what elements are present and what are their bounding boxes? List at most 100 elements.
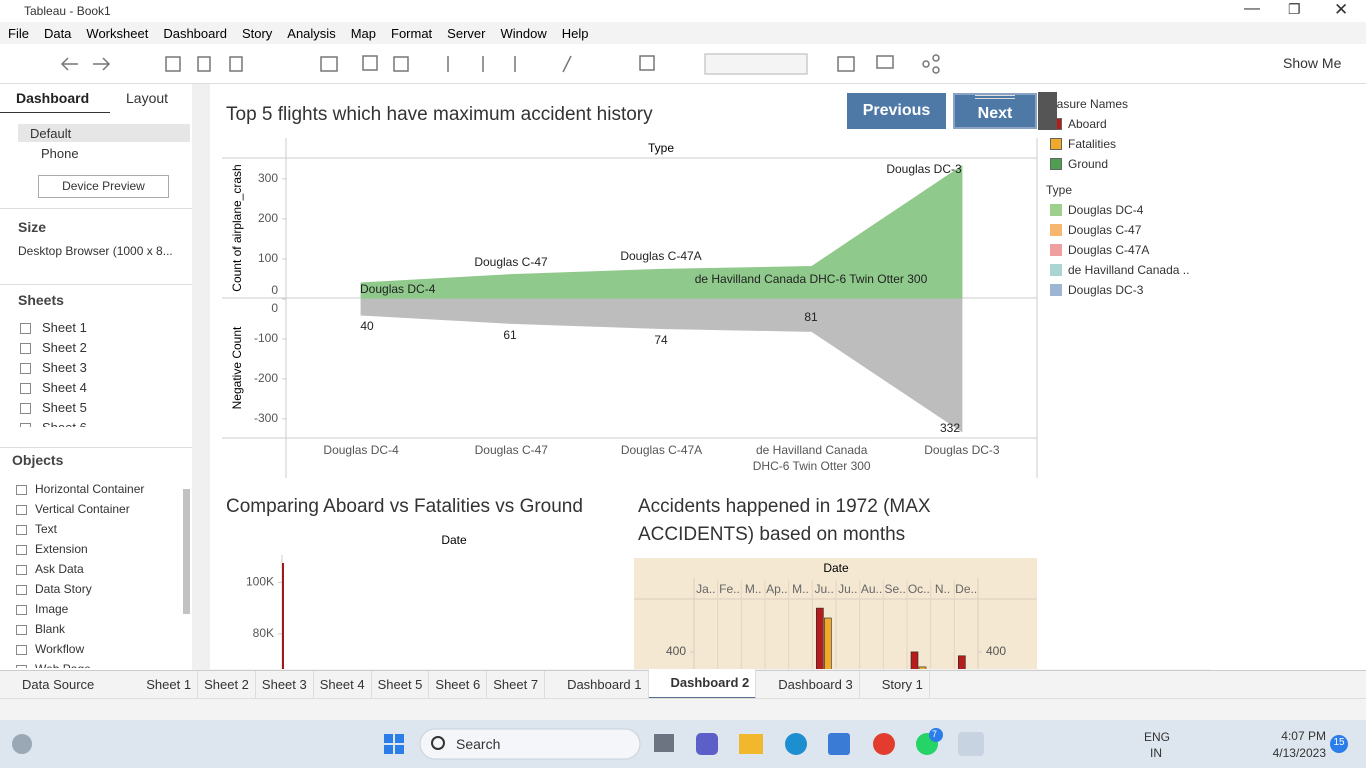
bar	[282, 562, 284, 669]
legend-heading: Measure Names	[1040, 97, 1129, 111]
device[interactable]: Default	[30, 126, 72, 141]
tab-underline	[0, 112, 110, 113]
x-tick-label: M..	[792, 582, 809, 596]
object[interactable]: Text	[35, 522, 58, 536]
menu-item[interactable]: Data	[43, 25, 72, 41]
date[interactable]: 4/13/2023	[1272, 746, 1326, 760]
menu-item[interactable]: Window	[500, 25, 547, 41]
sheet-tab[interactable]: Sheet 4	[314, 670, 372, 699]
legend-label: Douglas C-47	[1068, 223, 1142, 237]
minimize[interactable]: —	[1244, 0, 1260, 17]
area-label: de Havilland Canada DHC-6 Twin Otter 300	[695, 272, 928, 286]
device-selected	[18, 124, 190, 142]
lang[interactable]: ENG	[1144, 730, 1171, 744]
y-tick-label: 100K	[246, 575, 274, 589]
panel-tab[interactable]: Layout	[126, 90, 169, 106]
legend-heading: Type	[1046, 183, 1073, 197]
divider	[0, 208, 192, 209]
object[interactable]: Ask Data	[35, 562, 84, 576]
sheet-tab[interactable]: Sheet 1	[140, 670, 199, 699]
chart-title: Comparing Aboard vs Fatalities vs Ground	[226, 496, 583, 517]
sheet-tab[interactable]: Sheet 5	[372, 670, 430, 699]
search[interactable]: Search	[456, 736, 501, 752]
sheet-icon	[20, 383, 31, 394]
legend-item: Ground	[1050, 157, 1108, 171]
menu-item[interactable]: Map	[350, 25, 376, 41]
legend-item: Fatalities	[1050, 137, 1116, 151]
time[interactable]: 4:07 PM	[1281, 729, 1326, 743]
object-icon	[16, 605, 27, 615]
bar	[816, 607, 824, 669]
size-select[interactable]: Desktop Browser (1000 x 8...	[18, 244, 173, 258]
object[interactable]: Image	[35, 602, 69, 616]
sheet-tab[interactable]: Dashboard 3	[756, 670, 860, 699]
object[interactable]: Blank	[35, 622, 66, 636]
sheet-tab[interactable]: Sheet 7	[487, 670, 546, 699]
swatch	[1050, 264, 1062, 276]
sheet[interactable]: Sheet 3	[42, 360, 87, 375]
dashboard: Top 5 flights which have maximum acciden…	[210, 84, 1210, 669]
sheet-tab[interactable]: Sheet 6	[429, 670, 488, 699]
sheet-tab[interactable]: Dashboard 1	[545, 670, 649, 699]
y-axis-title: Count of airplane_crash	[230, 164, 244, 291]
sheet[interactable]: Sheet 2	[42, 340, 87, 355]
menu-item[interactable]: Dashboard	[163, 25, 227, 41]
sheet-icon	[20, 403, 31, 414]
sheet-list: Sheet 1 Sheet 2 Sheet 3 Sheet 4 Sheet 5 Sheet…	[0, 320, 182, 427]
area-label: Douglas DC-4	[360, 282, 436, 296]
close[interactable]: ✕	[1334, 0, 1349, 19]
restore[interactable]: ❐	[1288, 1, 1301, 17]
sheet-tab[interactable]: Sheet 3	[256, 670, 314, 699]
close-object[interactable]	[1038, 92, 1057, 130]
sheet[interactable]: Sheet 5	[42, 400, 87, 415]
gutter	[192, 84, 210, 670]
sheet[interactable]: Sheet 6	[42, 420, 87, 427]
x-tick-label: Ju..	[814, 582, 833, 596]
object[interactable]: Web Page	[35, 662, 91, 668]
object[interactable]: Horizontal Container	[35, 482, 145, 496]
swatch	[1050, 138, 1062, 150]
menu-item[interactable]: Analysis	[287, 25, 336, 41]
sheet-tab[interactable]: Sheet 2	[198, 670, 256, 699]
object-icon	[16, 485, 27, 495]
object[interactable]: Vertical Container	[35, 502, 130, 516]
value-label: 74	[654, 333, 668, 347]
x-tick-label: Fe..	[719, 582, 740, 596]
notifications[interactable]: 15	[1333, 737, 1345, 748]
menu-item[interactable]: File	[8, 25, 29, 41]
device-preview[interactable]: Device Preview	[38, 175, 169, 198]
bar	[918, 666, 927, 669]
sheet[interactable]: Sheet 4	[42, 380, 87, 395]
object-list: Horizontal Container Vertical Container Te…	[0, 482, 180, 668]
object-icon	[16, 665, 27, 668]
menu-item[interactable]: Story	[241, 25, 273, 41]
header: Date	[441, 533, 467, 547]
device[interactable]: Phone	[41, 146, 79, 161]
x-tick-label: De..	[955, 582, 977, 596]
object[interactable]: Workflow	[35, 642, 85, 656]
value-label: 61	[503, 328, 517, 342]
y2-tick-label: 400	[986, 644, 1006, 658]
sheet-tab[interactable]: Data Source	[22, 676, 95, 692]
previous-button[interactable]: Previous	[847, 93, 946, 129]
panel-tab[interactable]: Dashboard	[16, 90, 90, 106]
show-me[interactable]: Show Me	[1283, 55, 1342, 71]
next-button[interactable]: Next	[953, 93, 1037, 129]
menu-item[interactable]: Format	[391, 25, 433, 41]
menu-item[interactable]: Worksheet	[86, 25, 149, 41]
legend-item: Douglas DC-3	[1050, 283, 1143, 297]
menu-item[interactable]: Server	[447, 25, 486, 41]
bar	[958, 655, 966, 669]
swatch	[1050, 284, 1062, 296]
object[interactable]: Data Story	[35, 582, 92, 596]
object[interactable]: Extension	[35, 542, 88, 556]
value-label: 81	[804, 310, 818, 324]
sheet-icon	[20, 343, 31, 354]
legend-label: de Havilland Canada ..	[1068, 263, 1190, 277]
sheet[interactable]: Sheet 1	[42, 320, 87, 335]
sheet-tab[interactable]: Dashboard 2	[648, 669, 757, 700]
sheet-tab[interactable]: Story 1	[860, 670, 930, 699]
menu-item[interactable]: Help	[561, 25, 589, 41]
heading: Sheets	[18, 292, 64, 308]
